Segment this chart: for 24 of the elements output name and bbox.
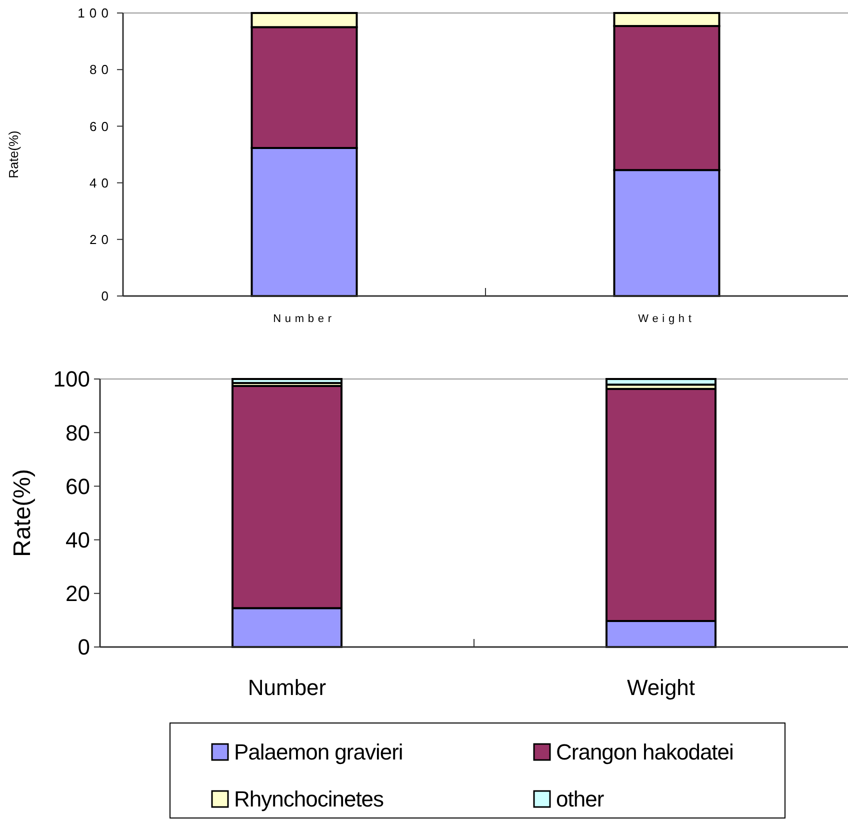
y-tick-label: 100 [53,366,90,392]
x-tick-label: Weight [638,313,696,325]
y-tick-label: 60 [89,118,113,134]
y-tick-label: 100 [78,6,113,21]
y-tick-label: 80 [66,420,90,446]
y-tick-label: 0 [101,288,113,304]
y-tick-label: 20 [66,581,90,606]
x-tick-label: Weight [626,675,696,700]
legend-label: Rhynchocinetes [234,786,384,812]
x-tick-label: Number [248,675,326,700]
y-tick-label: 0 [78,634,90,660]
bar [232,378,342,384]
y-tick-label: 60 [66,474,90,499]
bar [606,378,716,386]
legend-label: Crangon hakodatei [556,740,734,765]
y-axis-title: Rate(%) [9,468,36,558]
legend-label: other [556,786,604,812]
x-tick-label: Number [273,313,336,325]
y-tick-label: 80 [89,62,113,78]
legend-label: Palaemon gravieri [234,740,403,765]
y-tick-label: 40 [89,175,113,190]
y-axis-title: Rate(%) [6,130,21,178]
y-tick-label: 40 [66,528,90,552]
y-tick-label: 20 [89,232,113,247]
